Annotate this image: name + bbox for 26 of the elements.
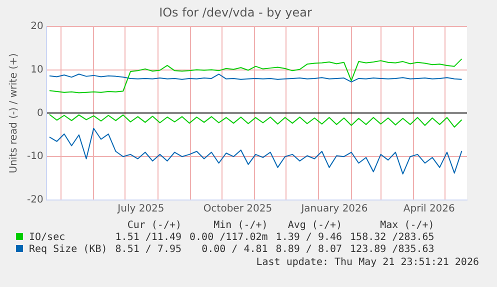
x-tick-label: April 2026 <box>403 204 455 215</box>
y-tick-label: -20 <box>26 194 44 206</box>
legend-label: Req Size (KB) <box>28 244 108 256</box>
text: Last update: Thu May 21 23:51:21 2026 <box>256 257 479 268</box>
text: Cur (-/+) <box>126 220 183 232</box>
y-tick-label: 10 <box>30 64 44 76</box>
x-tick-label: October 2025 <box>203 204 272 215</box>
text: 0.00 /117.02m <box>188 232 269 244</box>
text: Min (-/+) <box>212 220 269 232</box>
legend-label: IO/sec <box>28 232 66 244</box>
y-tick-label: -10 <box>26 151 44 162</box>
text: Max (-/+) <box>379 220 436 232</box>
text: 0.00 / 4.81 <box>200 244 269 256</box>
chart-title: IOs for /dev/vda - by year <box>159 5 312 20</box>
x-tick-label: July 2025 <box>116 204 164 215</box>
y-tick-label: 0 <box>36 108 44 119</box>
text: 8.51 / 7.95 <box>114 244 183 256</box>
text: Avg (-/+) <box>286 220 344 232</box>
y-tick-label: 20 <box>30 20 44 32</box>
x-tick-label: January 2026 <box>300 204 368 215</box>
text: 158.32 /283.65 <box>349 232 436 244</box>
text: 8.89 / 8.07 <box>274 244 344 256</box>
text: 1.39 / 9.46 <box>274 232 344 244</box>
text: 1.51 /11.49 <box>114 232 183 244</box>
y-axis-title: Units read (-) / write (+) <box>8 53 20 174</box>
text: 123.89 /835.63 <box>349 244 436 256</box>
